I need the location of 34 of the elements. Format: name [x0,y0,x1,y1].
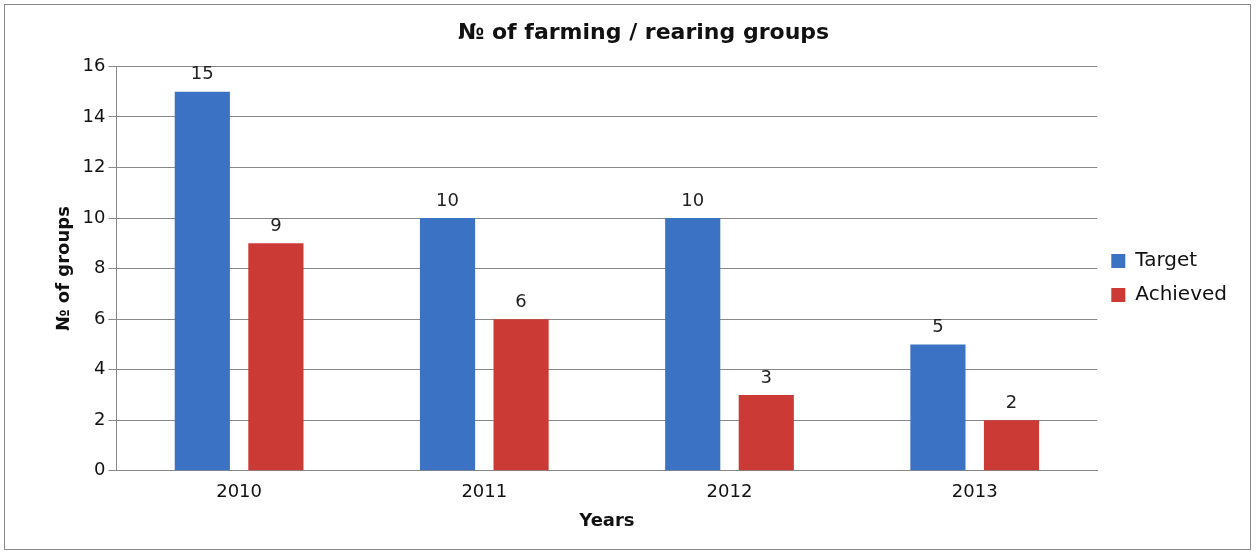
y-tick-label: 6 [94,306,106,328]
data-label: 2 [1005,390,1018,412]
x-axis-title: Years [578,508,635,530]
legend-label: Achieved [1135,281,1227,306]
data-label: 6 [515,289,527,311]
bar [910,344,966,471]
chart-title: № of farming / rearing groups [457,18,830,44]
data-label: 15 [190,62,214,84]
x-tick-label: 2010 [216,480,263,502]
x-tick-label: 2013 [951,480,998,502]
data-label: 3 [760,365,773,387]
x-tick-label: 2011 [461,480,508,502]
y-tick-label: 8 [94,256,106,278]
bar [174,91,230,471]
bar [419,218,476,471]
y-tick-label: 12 [82,155,106,177]
y-axis-title: № of groups [52,206,74,332]
x-tick-label: 2012 [706,480,753,502]
data-label: 9 [270,214,282,235]
bar [738,394,794,471]
y-tick-label: 10 [82,205,106,227]
y-tick-label: 14 [82,104,106,126]
bar [248,243,304,471]
data-label: 10 [681,188,705,210]
y-tick-label: 16 [82,54,106,76]
bar [983,420,1040,471]
bar [665,218,721,471]
y-tick-label: 4 [94,357,106,379]
y-tick-label: 0 [94,458,106,480]
legend-label: Target [1134,247,1198,272]
data-label: 5 [932,315,944,337]
data-label: 10 [436,188,459,210]
y-tick-label: 2 [94,407,106,429]
bar [493,319,549,471]
